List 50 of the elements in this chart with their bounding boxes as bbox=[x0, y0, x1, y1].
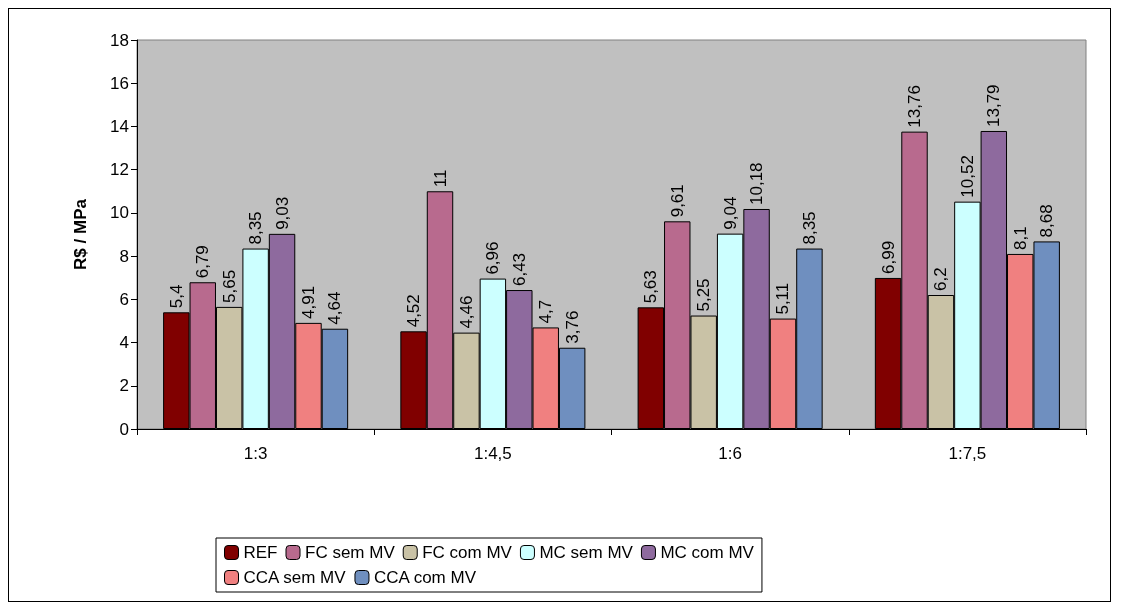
x-tick-label: 1:6 bbox=[718, 444, 742, 463]
data-label: 6,2 bbox=[931, 267, 951, 292]
data-label: 9,04 bbox=[720, 196, 740, 230]
data-label: 9,61 bbox=[667, 184, 687, 218]
data-label: 8,35 bbox=[246, 211, 266, 245]
data-label: 13,76 bbox=[905, 85, 924, 128]
x-tick-label: 1:4,5 bbox=[473, 444, 512, 463]
legend-label: FC sem MV bbox=[305, 543, 396, 562]
legend-label: CCA com MV bbox=[373, 568, 477, 587]
y-tick-label: 12 bbox=[110, 160, 129, 180]
data-label: 6,43 bbox=[509, 252, 529, 287]
data-label: 11 bbox=[430, 169, 450, 188]
legend-label: CCA sem MV bbox=[243, 568, 347, 587]
data-label: 8,68 bbox=[1037, 204, 1057, 238]
data-label: 6,96 bbox=[483, 241, 503, 275]
y-tick-label: 0 bbox=[119, 419, 129, 439]
legend-label: MC com MV bbox=[660, 543, 755, 562]
y-tick-label: 6 bbox=[119, 289, 129, 309]
y-tick-label: 10 bbox=[110, 203, 129, 223]
data-label: 5,25 bbox=[694, 278, 714, 312]
y-tick-label: 2 bbox=[119, 376, 129, 396]
data-label: 5,63 bbox=[641, 270, 661, 304]
data-label: 10,52 bbox=[957, 155, 977, 198]
data-label: 6,99 bbox=[878, 240, 898, 274]
y-tick-label: 4 bbox=[119, 333, 129, 353]
data-label: 13,79 bbox=[984, 84, 1004, 127]
data-label: 4,91 bbox=[299, 285, 318, 319]
y-axis-title: R$ / MPa bbox=[71, 198, 90, 270]
y-tick-label: 14 bbox=[110, 116, 129, 136]
data-label: 5,4 bbox=[166, 284, 186, 309]
data-label: 4,64 bbox=[325, 291, 345, 325]
y-tick-label: 18 bbox=[110, 30, 129, 50]
legend-label: FC com MV bbox=[422, 543, 513, 562]
data-label: 4,52 bbox=[404, 294, 424, 328]
data-label: 5,65 bbox=[219, 269, 239, 303]
y-tick-label: 16 bbox=[110, 73, 129, 93]
data-label: 10,18 bbox=[747, 162, 767, 205]
data-label: 9,03 bbox=[272, 196, 292, 230]
data-label: 4,46 bbox=[456, 295, 476, 329]
data-label: 4,7 bbox=[536, 299, 556, 324]
legend-label: REF bbox=[243, 543, 278, 562]
x-tick-label: 1:7,5 bbox=[948, 444, 987, 463]
y-tick-label: 8 bbox=[119, 246, 129, 266]
data-label: 5,11 bbox=[773, 282, 793, 315]
data-label: 8,1 bbox=[1010, 226, 1030, 250]
data-label: 3,76 bbox=[562, 310, 582, 344]
data-label: 6,79 bbox=[193, 245, 213, 279]
legend-label: MC sem MV bbox=[539, 543, 634, 562]
x-tick-label: 1:3 bbox=[243, 444, 268, 463]
data-label: 8,35 bbox=[799, 211, 819, 245]
